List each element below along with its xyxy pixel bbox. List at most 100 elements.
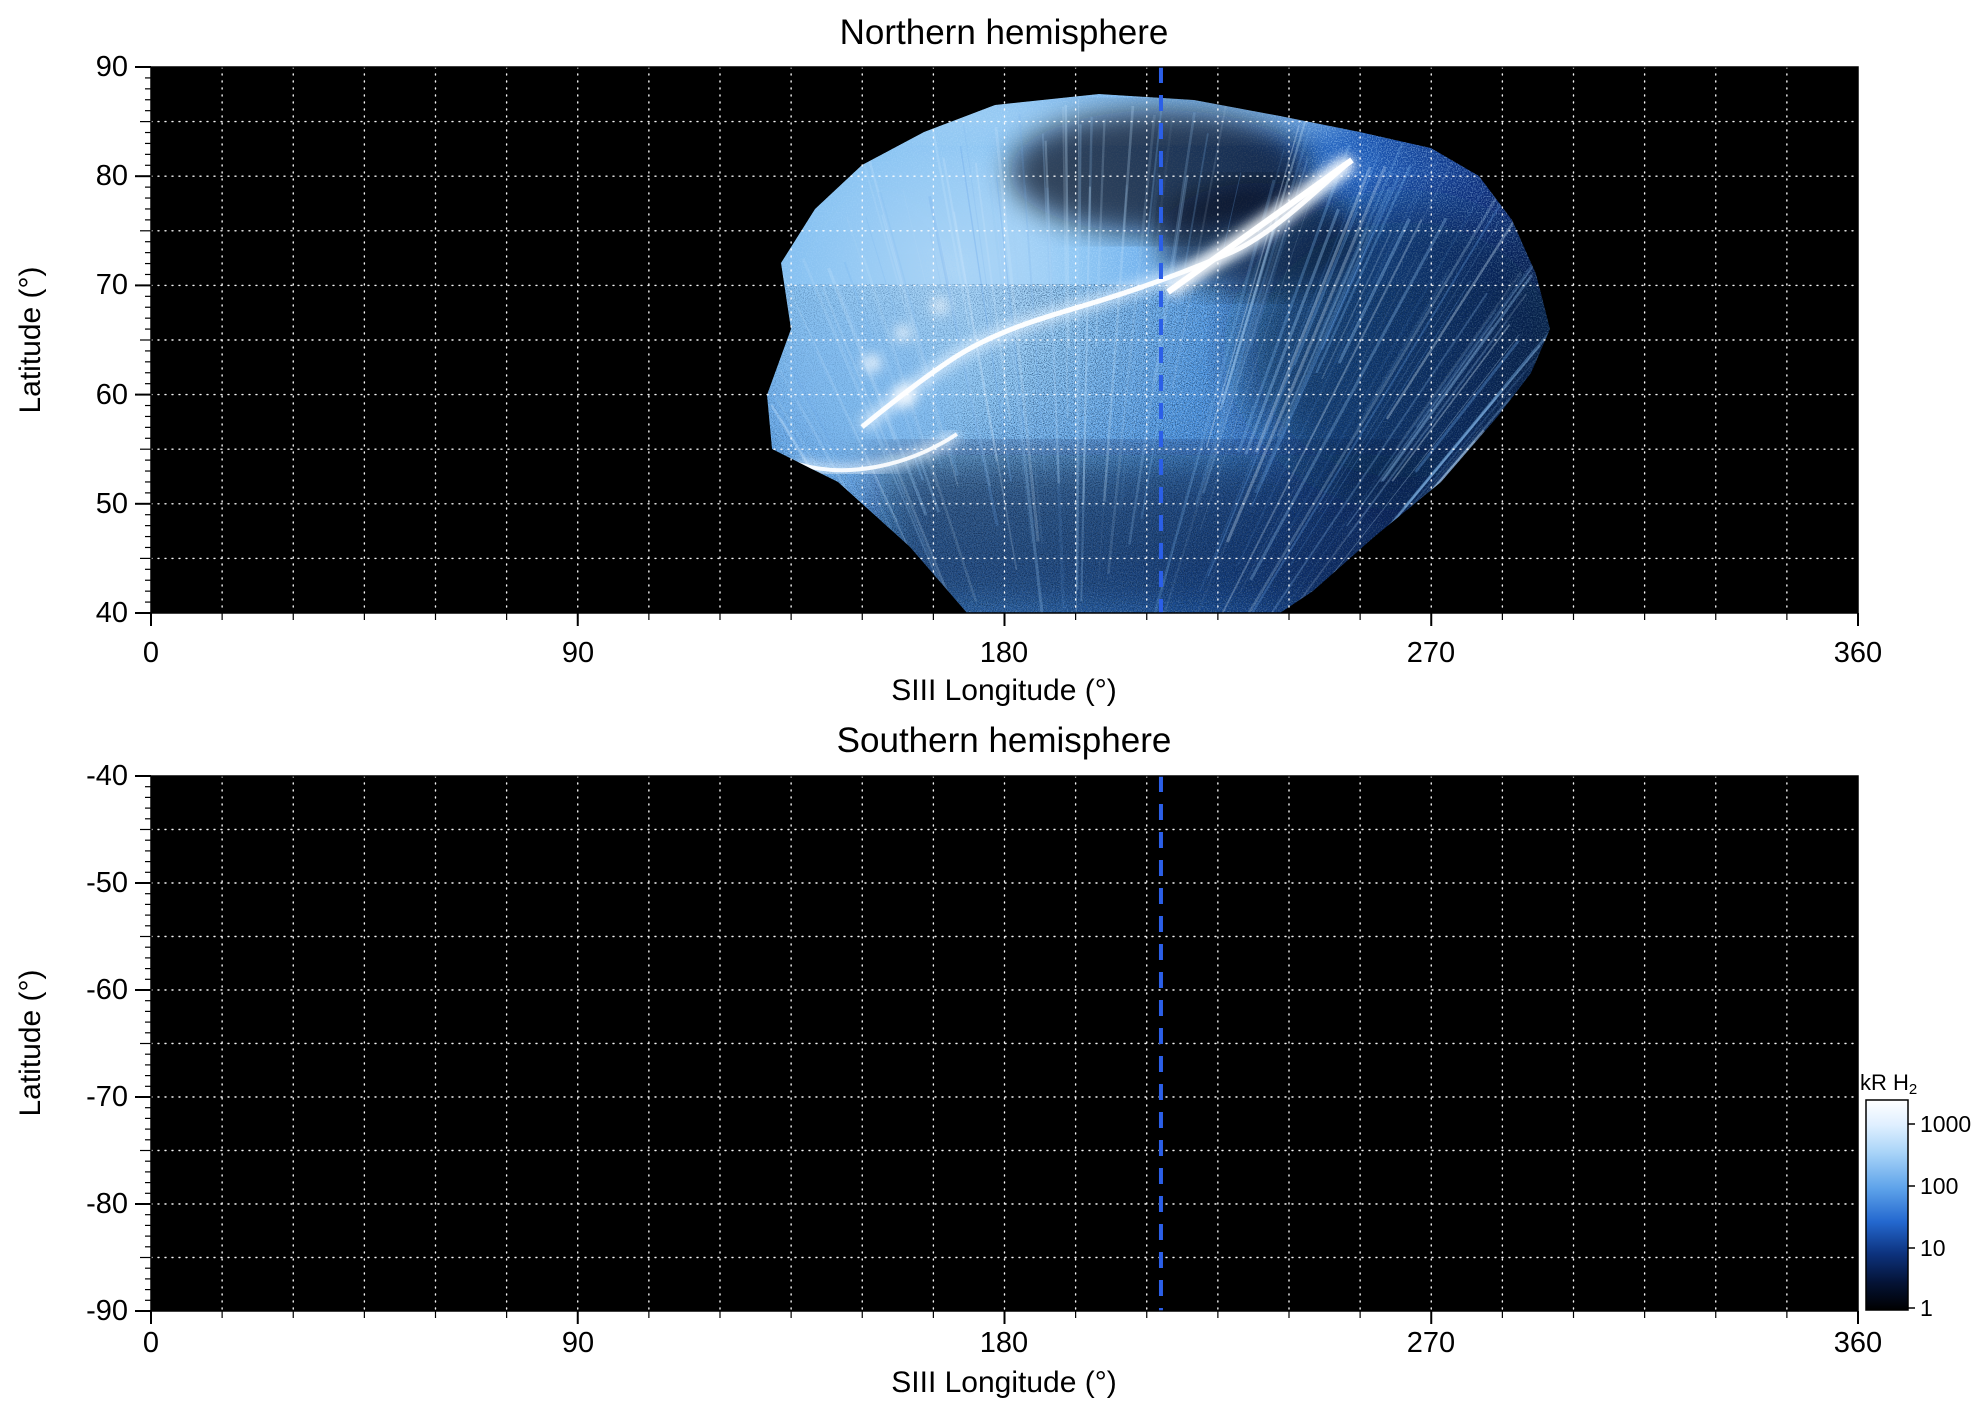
emission-streak — [953, 211, 1018, 570]
emission-streak — [1219, 191, 1501, 613]
emission-streak — [815, 350, 969, 613]
emission-streak — [1098, 186, 1128, 580]
emission-streak — [1315, 164, 1412, 374]
emission-streak — [1290, 279, 1472, 565]
south-ytick-label: -80 — [86, 1188, 128, 1220]
emission-streak — [1377, 309, 1497, 477]
south-panel: -40 -50 -60 -70 -80 -90 0 90 180 270 360… — [14, 760, 1882, 1399]
north-xaxis-title: SIII Longitude (°) — [891, 674, 1116, 707]
emission-streak — [1062, 107, 1069, 419]
south-xtick-label: 180 — [980, 1327, 1028, 1359]
emission-streak — [1288, 183, 1488, 531]
south-ytick-label: -90 — [86, 1295, 128, 1327]
emission-streak — [1084, 116, 1094, 461]
emission-streak — [1106, 114, 1156, 575]
south-axis-ticks — [135, 775, 1859, 1324]
emission-streak — [1207, 153, 1380, 577]
emission-streak — [1237, 164, 1431, 566]
emission-streak — [928, 227, 952, 333]
emission-streak — [1321, 232, 1392, 380]
emission-streak — [1018, 114, 1046, 470]
emission-streak — [1080, 116, 1093, 602]
emission-streak — [1249, 215, 1294, 348]
north-xtick-label: 360 — [1834, 637, 1882, 669]
emission-streak — [1387, 393, 1500, 529]
main-oval-arc — [860, 163, 1348, 429]
emission-streak — [1381, 274, 1533, 482]
emission-streak — [1364, 268, 1451, 413]
north-yaxis-title: Latitude (°) — [14, 266, 47, 413]
north-xtick-label: 270 — [1407, 637, 1455, 669]
emission-streak — [1385, 216, 1518, 420]
colorbar-tick-label: 1000 — [1920, 1111, 1971, 1137]
emission-streak — [1202, 218, 1423, 613]
emission-streak — [1082, 186, 1092, 505]
north-xtick-label: 180 — [980, 637, 1028, 669]
emission-streak — [1221, 213, 1281, 404]
emission-streak — [1131, 153, 1160, 389]
emission-streak — [1249, 217, 1448, 581]
emission-streak — [1380, 344, 1541, 538]
bright-spot — [895, 325, 911, 341]
bright-spot — [894, 385, 916, 407]
emission-streak — [1240, 334, 1520, 613]
colorbar-tick-label: 10 — [1920, 1235, 1946, 1261]
emission-streak — [1278, 168, 1388, 424]
north-xtick-label: 90 — [562, 637, 594, 669]
north-title: Northern hemisphere — [840, 13, 1169, 52]
emission-streak — [1337, 218, 1411, 364]
emission-streak — [1042, 133, 1053, 343]
emission-streak — [1317, 142, 1404, 340]
emission-streak — [990, 165, 1047, 613]
north-ytick-label: 80 — [96, 160, 128, 192]
emission-streak — [988, 183, 1034, 544]
emission-streak — [1391, 323, 1511, 482]
emission-streak — [1356, 276, 1447, 429]
bright-spot — [863, 354, 881, 372]
emission-streak — [1221, 197, 1505, 613]
emission-streak — [1379, 326, 1494, 483]
emission-streak — [1225, 292, 1489, 613]
colorbar-gradient — [1865, 1099, 1909, 1311]
emission-streak — [1294, 211, 1358, 366]
emission-streak — [1251, 231, 1375, 507]
emission-streak — [1303, 159, 1454, 454]
emission-streak — [1199, 151, 1327, 531]
emission-streak — [1254, 166, 1372, 453]
emission-streak — [1250, 273, 1523, 613]
emission-streak — [1205, 124, 1300, 448]
north-ytick-label: 70 — [96, 269, 128, 301]
colorbar: kR H2 1000 100 10 1 — [1860, 1070, 1971, 1321]
emission-streak — [1239, 254, 1419, 593]
emission-streak — [1260, 165, 1404, 483]
emission-streak — [1276, 227, 1370, 437]
bright-streak — [1166, 157, 1354, 295]
emission-streak — [928, 195, 999, 527]
emission-streak — [959, 146, 1012, 482]
south-ytick-label: -50 — [86, 867, 128, 899]
south-xtick-label: 0 — [143, 1327, 159, 1359]
emission-streak — [1403, 331, 1550, 509]
south-xtick-label: 360 — [1834, 1327, 1882, 1359]
emission-streak — [868, 159, 934, 387]
colorbar-title: kR H2 — [1860, 1070, 1917, 1098]
emission-streak — [1219, 116, 1308, 411]
emission-streak — [878, 191, 959, 477]
emission-streak — [1117, 184, 1128, 301]
south-ytick-label: -60 — [86, 974, 128, 1006]
emission-streak — [1118, 173, 1161, 511]
emission-streak — [821, 286, 985, 613]
emission-streak — [862, 161, 944, 441]
emission-streak — [1194, 127, 1312, 506]
colorbar-title-sub: 2 — [1909, 1081, 1917, 1098]
emission-streak — [1225, 165, 1387, 543]
swirl-arc — [797, 432, 959, 473]
north-ytick-label: 90 — [96, 51, 128, 83]
emission-streak — [1045, 187, 1066, 608]
north-xtick-label: 0 — [143, 637, 159, 669]
emission-streak — [797, 308, 925, 582]
emission-streak — [1161, 166, 1303, 613]
emission-streak — [807, 358, 910, 565]
emission-streak — [865, 217, 943, 469]
